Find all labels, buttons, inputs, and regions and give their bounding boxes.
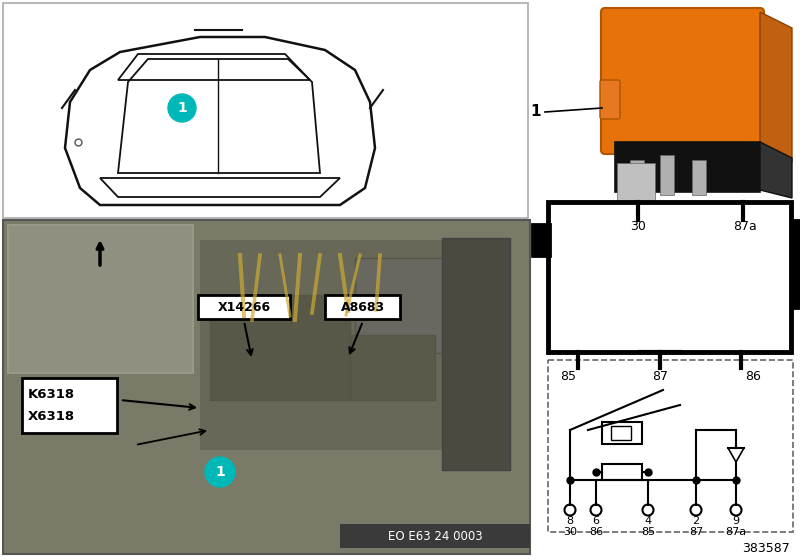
Polygon shape [760,142,792,198]
Bar [617,163,655,208]
Bar [198,295,290,319]
Bar [548,360,793,532]
Text: A8683: A8683 [341,301,385,314]
Bar [791,220,800,308]
Bar [692,160,706,195]
Bar [3,220,530,554]
Text: 1: 1 [177,101,187,115]
Text: 85: 85 [641,527,655,537]
Text: X6318: X6318 [28,410,75,423]
Bar [325,295,400,319]
Circle shape [205,457,235,487]
Bar [22,378,117,433]
Text: 4: 4 [645,516,651,526]
Text: 383587: 383587 [742,542,790,554]
Text: EO E63 24 0003: EO E63 24 0003 [388,530,482,543]
Bar [355,258,480,353]
Text: 87: 87 [652,370,668,383]
Bar [660,155,674,195]
Text: 8: 8 [566,516,574,526]
Bar [340,524,530,548]
Text: K6318: K6318 [28,388,75,401]
Bar [548,202,791,352]
Text: 87a: 87a [733,220,757,233]
Text: 30: 30 [630,220,646,233]
Text: 9: 9 [733,516,739,526]
Bar [200,240,500,450]
Bar [8,225,193,373]
Text: 87a: 87a [726,527,746,537]
Text: 6: 6 [593,516,599,526]
Bar [533,2,796,200]
Text: 85: 85 [560,370,576,383]
Bar [611,426,631,440]
Text: X14266: X14266 [218,301,270,314]
Text: 86: 86 [745,370,761,383]
Bar [3,3,528,218]
FancyBboxPatch shape [600,80,620,119]
Bar [602,422,642,444]
FancyBboxPatch shape [601,8,764,154]
Text: 1: 1 [215,465,225,479]
Bar [442,238,510,470]
Text: 86: 86 [589,527,603,537]
Text: 1: 1 [530,105,541,119]
Circle shape [168,94,196,122]
Bar [602,464,642,480]
Bar [350,335,435,400]
Polygon shape [760,12,792,162]
Bar [532,224,550,256]
Bar [615,142,760,192]
Text: 2: 2 [693,516,699,526]
Bar [210,295,350,400]
Bar [630,160,644,195]
Text: 30: 30 [563,527,577,537]
Text: 87: 87 [689,527,703,537]
